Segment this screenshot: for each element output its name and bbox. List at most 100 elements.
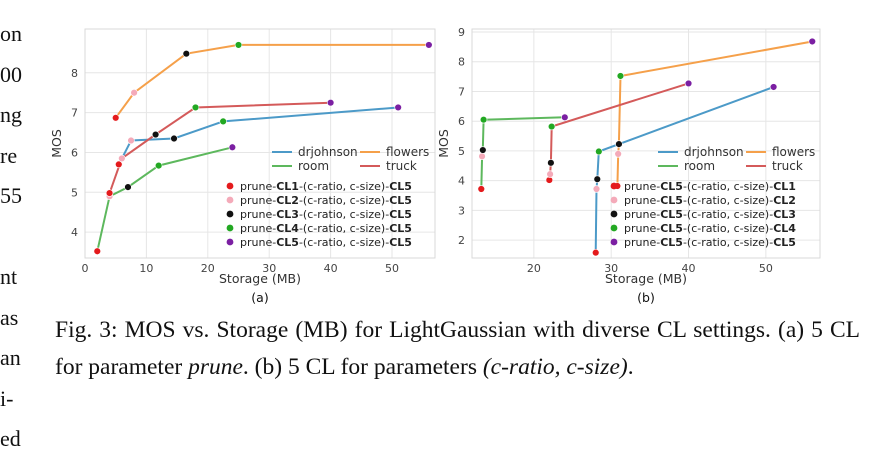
y-tick-label: 7 [71, 107, 78, 120]
data-point-drjohnson-CL5 [394, 103, 402, 112]
left-text-line: ed [0, 426, 21, 451]
y-tick-label: 4 [458, 175, 465, 188]
chart-panel-b: 20 30 40 50 2 3 4 5 6 7 8 9 Storage (MB) MOS (b) drjohn… [436, 26, 821, 305]
data-point-room-CL3 [479, 146, 487, 154]
y-tick-label: 8 [458, 56, 465, 69]
legend-marker-label-part: -(c-ratio, c-size)- [683, 236, 773, 249]
data-point-room-CL1 [477, 185, 485, 193]
data-point-flowers-CL3 [182, 49, 191, 58]
left-text-line: as [0, 304, 19, 330]
y-tick-label: 6 [458, 115, 465, 128]
legend-marker-label-part: CL5 [389, 222, 412, 235]
left-text-line: 00 [0, 61, 22, 87]
legend-line-label: flowers [772, 145, 815, 159]
legend-marker-swatch [610, 182, 618, 190]
caption-text: . [627, 354, 634, 380]
data-point-room-CL4 [479, 116, 488, 124]
data-point-truck-CL3 [151, 130, 160, 139]
legend-line-label: drjohnson [684, 145, 744, 159]
plot-frame [84, 28, 436, 259]
data-point-room-CL3 [124, 183, 132, 191]
data-point-room-CL1 [93, 247, 101, 255]
legend-marker-label-part: CL2 [276, 194, 299, 207]
legend-marker-label-part: CL5 [389, 236, 412, 249]
legend-marker-swatch [226, 224, 234, 232]
plot-frame [471, 28, 821, 259]
data-point-flowers-CL5 [425, 41, 433, 49]
legend-marker-swatch [226, 182, 234, 190]
legend-marker-label-part: -(c-ratio, c-size)- [683, 208, 773, 221]
left-text-line: ng [0, 102, 22, 127]
data-point-drjohnson-CL4 [219, 117, 227, 126]
legend-line-label: flowers [386, 145, 429, 159]
legend-marker-label: prune-CL5-(c-ratio, c-size)-CL4 [624, 222, 796, 235]
data-point-drjohnson-CL3 [593, 175, 601, 183]
legend-marker-label-part: CL1 [773, 180, 796, 193]
data-point-truck-CL3 [547, 159, 555, 167]
y-axis-label: MOS [436, 129, 451, 158]
legend-marker-swatch [610, 238, 618, 246]
data-point-room-CL5 [561, 113, 569, 122]
left-text-line: i- [0, 385, 14, 411]
legend-marker-label-part: CL5 [389, 208, 412, 221]
data-point-flowers-CL3 [615, 140, 623, 148]
legend-marker-label-part: CL5 [660, 222, 683, 235]
legend-marker-label-part: prune- [624, 180, 660, 193]
y-tick-label: 7 [458, 85, 465, 98]
data-point-flowers-CL4 [616, 72, 625, 80]
y-tick-label: 6 [71, 146, 78, 159]
legend-marker-label-part: CL3 [276, 208, 299, 221]
x-tick-label: 30 [262, 262, 276, 275]
left-text-line: 55 [0, 183, 22, 208]
data-point-truck-CL2 [546, 170, 554, 178]
data-point-flowers-CL4 [234, 41, 243, 49]
legend-marker-label-part: prune- [624, 236, 660, 249]
legend-line-label: truck [772, 159, 803, 173]
legend-marker-label-part: CL5 [276, 236, 299, 249]
y-tick-label: 5 [71, 186, 78, 199]
legend-marker-label-part: CL5 [389, 180, 412, 193]
legend-marker-label-part: -(c-ratio, c-size)- [299, 236, 389, 249]
data-point-flowers-CL5 [808, 37, 816, 46]
legend-marker-label-part: CL5 [773, 236, 796, 249]
data-point-truck-CL4 [547, 122, 556, 131]
series-line-flowers [114, 43, 429, 119]
data-point-drjohnson-CL1 [592, 248, 600, 257]
legend-marker-label-part: CL4 [773, 222, 796, 235]
legend-line-label: drjohnson [298, 145, 358, 159]
x-tick-label: 40 [324, 262, 338, 275]
legend-marker-label-part: prune- [240, 208, 276, 221]
legend-marker-swatch [610, 196, 618, 204]
legend-marker-label-part: -(c-ratio, c-size)- [299, 180, 389, 193]
legend-marker-label-part: CL5 [660, 194, 683, 207]
legend-marker-swatch [610, 224, 618, 232]
y-tick-label: 9 [458, 26, 465, 39]
legend-marker-label-part: CL5 [660, 180, 683, 193]
panel-label: (b) [637, 290, 655, 305]
caption-text: Fig. 3: MOS vs. Storage (MB) for LightGa… [55, 317, 860, 380]
legend-marker-label-part: -(c-ratio, c-size)- [299, 194, 389, 207]
legend-marker-label: prune-CL3-(c-ratio, c-size)-CL5 [240, 208, 412, 221]
legend-line-label: room [298, 159, 329, 173]
legend-marker-label: prune-CL5-(c-ratio, c-size)-CL5 [240, 236, 412, 249]
legend-marker-label: prune-CL5-(c-ratio, c-size)-CL1 [624, 180, 796, 193]
y-axis-label: MOS [49, 129, 64, 158]
x-tick-label: 40 [682, 262, 696, 275]
panel-label: (a) [251, 290, 268, 305]
data-point-room-CL2 [478, 152, 486, 160]
y-tick-label: 5 [458, 145, 465, 158]
left-text-line: on [0, 21, 22, 46]
legend-marker-label: prune-CL4-(c-ratio, c-size)-CL5 [240, 222, 412, 235]
data-point-room-CL4 [154, 161, 163, 170]
legend-marker-label: prune-CL1-(c-ratio, c-size)-CL5 [240, 180, 412, 193]
data-point-drjohnson-CL4 [595, 147, 603, 156]
legend-marker-label: prune-CL2-(c-ratio, c-size)-CL5 [240, 194, 412, 207]
legend-marker-label-part: prune- [240, 194, 276, 207]
chart-panel-a: 0 10 20 30 40 50 4 5 6 7 8 Storage (MB) MOS (a) drjohn… [49, 28, 436, 305]
legend-marker-label-part: -(c-ratio, c-size)- [299, 208, 389, 221]
y-tick-label: 4 [71, 226, 78, 239]
legend-line-label: truck [386, 159, 417, 173]
legend-marker-label-part: CL3 [773, 208, 796, 221]
legend-marker-label-part: prune- [624, 208, 660, 221]
legend-marker-label-part: CL5 [660, 236, 683, 249]
